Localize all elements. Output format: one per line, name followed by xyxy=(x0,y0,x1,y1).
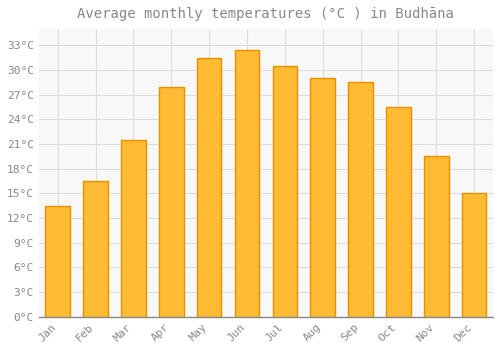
Bar xyxy=(386,107,410,317)
Bar xyxy=(462,194,486,317)
Bar xyxy=(197,58,222,317)
Bar xyxy=(159,86,184,317)
Bar xyxy=(84,181,108,317)
Bar xyxy=(234,50,260,317)
Bar xyxy=(272,66,297,317)
Bar xyxy=(310,78,335,317)
Bar xyxy=(46,206,70,317)
Bar xyxy=(348,83,373,317)
Title: Average monthly temperatures (°C ) in Budhāna: Average monthly temperatures (°C ) in Bu… xyxy=(78,7,454,21)
Bar xyxy=(424,156,448,317)
Bar xyxy=(121,140,146,317)
